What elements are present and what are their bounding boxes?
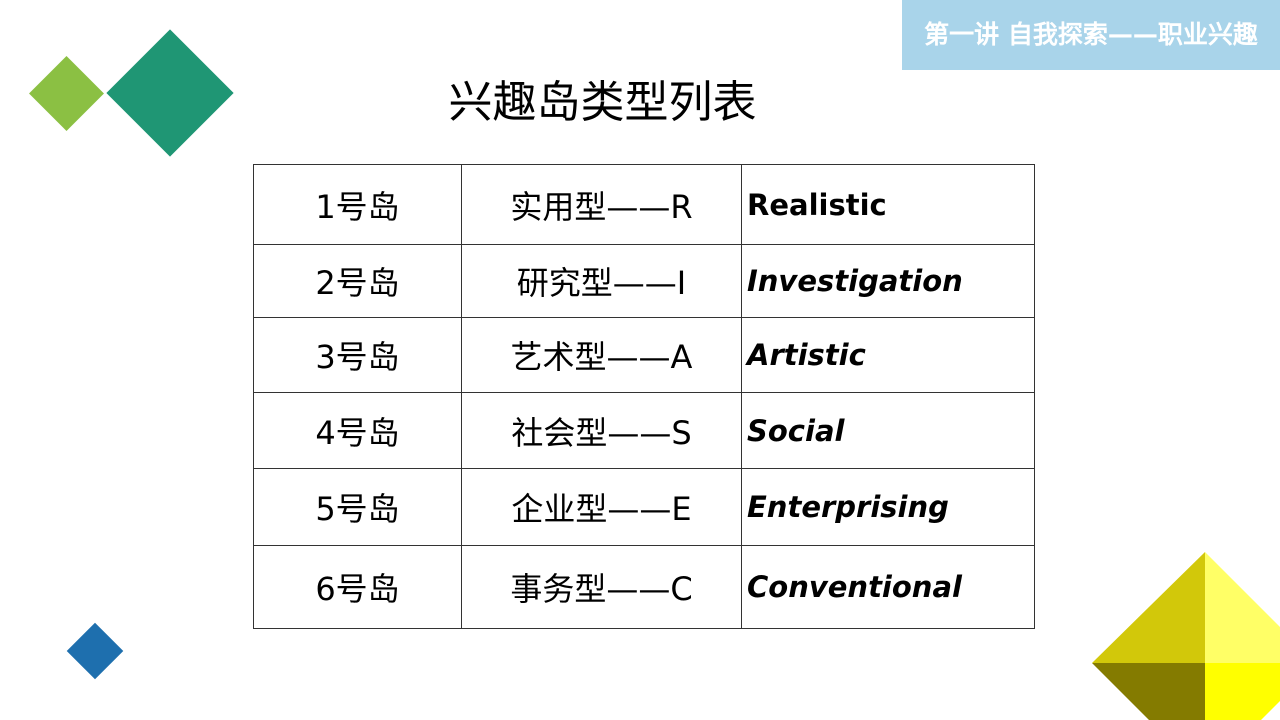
island-cell: 1号岛 [253, 164, 462, 245]
type-cell: 社会型——S [461, 392, 742, 469]
table-row: 5号岛 企业型——E Enterprising [253, 468, 1035, 546]
yellow-facet-top-left [1092, 552, 1205, 663]
english-cell: Realistic [741, 164, 1035, 245]
english-cell: Conventional [741, 545, 1035, 629]
island-cell: 4号岛 [253, 392, 462, 469]
table-row: 6号岛 事务型——C Conventional [253, 545, 1035, 629]
decor-diamond-blue [66, 622, 124, 680]
english-cell: Artistic [741, 317, 1035, 393]
yellow-facet-bottom-left [1092, 663, 1205, 720]
english-cell: Investigation [741, 244, 1035, 318]
section-banner: 第一讲 自我探索——职业兴趣 [902, 0, 1280, 70]
island-table: 1号岛 实用型——R Realistic 2号岛 研究型——I Investig… [253, 164, 1035, 629]
decor-diamond-yellow [1092, 552, 1280, 720]
island-cell: 3号岛 [253, 317, 462, 393]
type-cell: 艺术型——A [461, 317, 742, 393]
island-cell: 5号岛 [253, 468, 462, 546]
page-title: 兴趣岛类型列表 [448, 77, 757, 128]
english-cell: Enterprising [741, 468, 1035, 546]
table-row: 4号岛 社会型——S Social [253, 392, 1035, 469]
type-cell: 企业型——E [461, 468, 742, 546]
type-cell: 事务型——C [461, 545, 742, 629]
island-cell: 2号岛 [253, 244, 462, 318]
island-cell: 6号岛 [253, 545, 462, 629]
table-row: 1号岛 实用型——R Realistic [253, 164, 1035, 245]
table-row: 3号岛 艺术型——A Artistic [253, 317, 1035, 393]
table-row: 2号岛 研究型——I Investigation [253, 244, 1035, 318]
yellow-facet-bottom-right [1205, 663, 1280, 720]
english-cell: Social [741, 392, 1035, 469]
yellow-facet-top-right [1205, 552, 1280, 663]
type-cell: 研究型——I [461, 244, 742, 318]
type-cell: 实用型——R [461, 164, 742, 245]
